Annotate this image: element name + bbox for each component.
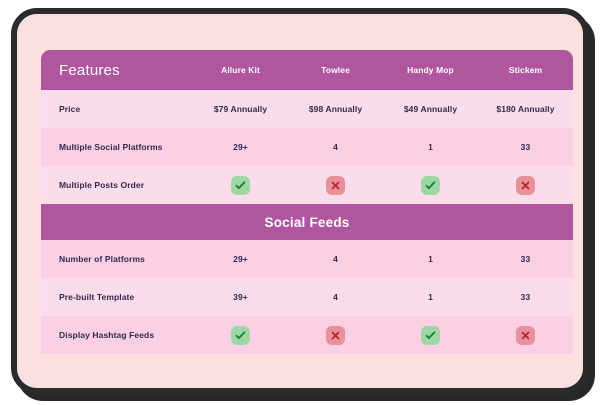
feature-label-price: Price xyxy=(59,104,81,114)
table-header-col-towlee: Towlee xyxy=(321,65,350,75)
cell-multiple-posts-order-allure-kit xyxy=(193,175,288,195)
cell-multiple-social-platforms-towlee: 4 xyxy=(333,142,338,152)
device-frame: Features Allure Kit Towlee Handy Mop Sti… xyxy=(11,8,589,394)
table-body-social-feeds: Number of Platforms 29+ 4 1 33 Pre-built Temp… xyxy=(41,240,573,354)
table-row: Multiple Social Platforms 29+ 4 1 33 xyxy=(41,128,573,166)
screen-viewport: Features Allure Kit Towlee Handy Mop Sti… xyxy=(17,14,583,388)
cell-pre-built-template-stickem: 33 xyxy=(520,292,531,302)
feature-label-pre-built-template: Pre-built Template xyxy=(59,292,135,302)
cell-number-of-platforms-stickem: 33 xyxy=(520,254,531,264)
cross-icon xyxy=(326,325,345,345)
cell-display-hashtag-feeds-handy-mop xyxy=(383,325,478,345)
feature-label-number-of-platforms: Number of Platforms xyxy=(59,254,145,264)
check-icon xyxy=(231,175,250,195)
table-header-features-label: Features xyxy=(59,61,120,79)
table-row: Pre-built Template 39+ 4 1 33 xyxy=(41,278,573,316)
feature-label-multiple-posts-order: Multiple Posts Order xyxy=(59,180,145,190)
cell-price-handy-mop: $49 Annually xyxy=(403,104,458,114)
cross-icon xyxy=(516,175,535,195)
cell-number-of-platforms-allure-kit: 29+ xyxy=(233,254,248,264)
table-section-title: Social Feeds xyxy=(264,214,350,230)
cell-pre-built-template-handy-mop: 1 xyxy=(428,292,433,302)
table-header-col-allure-kit: Allure Kit xyxy=(221,65,260,75)
table-row: Display Hashtag Feeds xyxy=(41,316,573,354)
check-icon xyxy=(231,325,250,345)
feature-label-multiple-social-platforms: Multiple Social Platforms xyxy=(59,142,163,152)
cell-pre-built-template-allure-kit: 39+ xyxy=(233,292,248,302)
table-row: Multiple Posts Order xyxy=(41,166,573,204)
cell-number-of-platforms-towlee: 4 xyxy=(333,254,338,264)
cell-price-allure-kit: $79 Annually xyxy=(213,104,268,114)
table-section-header-social-feeds: Social Feeds xyxy=(41,204,573,240)
check-icon xyxy=(421,175,440,195)
cell-multiple-posts-order-handy-mop xyxy=(383,175,478,195)
cell-multiple-social-platforms-stickem: 33 xyxy=(520,142,531,152)
cross-icon xyxy=(326,175,345,195)
cell-multiple-posts-order-stickem xyxy=(478,175,573,195)
table-header-col-handy-mop: Handy Mop xyxy=(407,65,454,75)
table-body-primary: Price $79 Annually $98 Annually $49 Annuall… xyxy=(41,90,573,204)
cell-multiple-posts-order-towlee xyxy=(288,175,383,195)
cross-icon xyxy=(516,325,535,345)
cell-multiple-social-platforms-handy-mop: 1 xyxy=(428,142,433,152)
table-row: Number of Platforms 29+ 4 1 33 xyxy=(41,240,573,278)
cell-price-towlee: $98 Annually xyxy=(308,104,363,114)
table-row: Price $79 Annually $98 Annually $49 Annuall… xyxy=(41,90,573,128)
cell-display-hashtag-feeds-stickem xyxy=(478,325,573,345)
table-header-row: Features Allure Kit Towlee Handy Mop Sti… xyxy=(41,50,573,90)
cell-number-of-platforms-handy-mop: 1 xyxy=(428,254,433,264)
table-header-col-stickem: Stickem xyxy=(508,65,543,75)
cell-display-hashtag-feeds-towlee xyxy=(288,325,383,345)
cell-display-hashtag-feeds-allure-kit xyxy=(193,325,288,345)
feature-label-display-hashtag-feeds: Display Hashtag Feeds xyxy=(59,330,155,340)
cell-price-stickem: $180 Annually xyxy=(496,104,555,114)
cell-pre-built-template-towlee: 4 xyxy=(333,292,338,302)
pricing-comparison-table: Features Allure Kit Towlee Handy Mop Sti… xyxy=(41,50,573,354)
check-icon xyxy=(421,325,440,345)
cell-multiple-social-platforms-allure-kit: 29+ xyxy=(233,142,248,152)
